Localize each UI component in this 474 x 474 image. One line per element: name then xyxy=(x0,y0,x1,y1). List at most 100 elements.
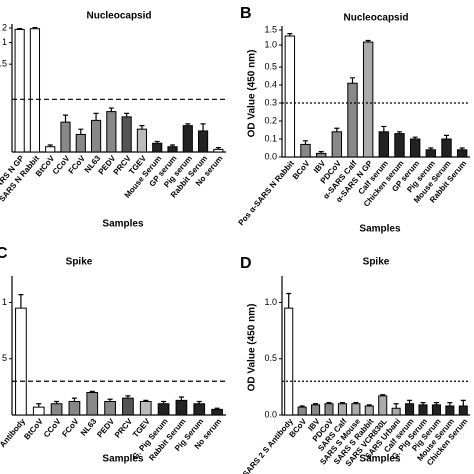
y-tick-label: 0.3 xyxy=(264,97,277,107)
bar xyxy=(32,406,45,416)
error-bar xyxy=(139,125,145,130)
error-bar xyxy=(350,77,355,84)
y-tick-label: 2 xyxy=(2,22,7,32)
bar xyxy=(378,395,388,416)
x-tick-label: Antibody xyxy=(0,416,27,449)
error-bar xyxy=(353,402,359,404)
chart-title: Spike xyxy=(363,257,390,268)
bar xyxy=(418,404,428,416)
bar xyxy=(425,149,437,158)
bar xyxy=(331,131,343,158)
error-bar xyxy=(433,402,439,405)
bar xyxy=(284,307,294,416)
bar xyxy=(197,130,209,153)
chart-title: Nucleocapsid xyxy=(86,11,151,22)
bar xyxy=(167,146,178,153)
bar xyxy=(300,143,311,158)
chart-title: Spike xyxy=(66,257,93,268)
error-bar xyxy=(125,395,131,399)
bar xyxy=(324,403,334,416)
panel-label: B xyxy=(240,5,252,22)
error-bar xyxy=(380,394,386,396)
bar xyxy=(391,407,401,416)
y-tick-label: 0.5 xyxy=(0,59,7,69)
error-bar xyxy=(326,402,332,404)
error-bar xyxy=(313,403,319,405)
x-tick-label: FCoV xyxy=(67,153,88,175)
error-bar xyxy=(47,144,53,147)
y-tick-label: 1 xyxy=(2,37,7,47)
error-bar xyxy=(365,39,371,43)
bar xyxy=(60,121,71,153)
chart-title: Nucleocapsid xyxy=(343,13,408,24)
bar xyxy=(362,41,374,158)
error-bar xyxy=(366,404,372,406)
bar xyxy=(106,111,117,153)
x-tick-label: BtCoV xyxy=(22,416,45,441)
x-tick-label: PEDV xyxy=(95,416,116,439)
bar xyxy=(15,307,27,416)
bar xyxy=(45,146,56,153)
error-bar xyxy=(89,390,95,393)
bar xyxy=(409,138,421,158)
error-bar xyxy=(185,123,191,126)
bar xyxy=(122,397,134,416)
bar xyxy=(152,142,163,153)
bar xyxy=(351,403,361,416)
error-bar xyxy=(78,128,84,135)
x-axis-label: Samples xyxy=(102,454,144,465)
error-bar xyxy=(339,402,345,404)
error-bar xyxy=(460,399,466,406)
y-axis-label: OD Value (450 nm) xyxy=(247,304,258,392)
error-bar xyxy=(444,134,449,140)
error-bar xyxy=(303,140,308,145)
bar xyxy=(86,392,99,416)
y-tick-label: 0.0 xyxy=(264,409,277,419)
x-tick-label: BCoV xyxy=(291,158,312,181)
bar xyxy=(213,148,224,153)
error-bar xyxy=(287,33,293,37)
error-bar xyxy=(161,400,167,404)
bar xyxy=(364,405,374,416)
bar xyxy=(68,401,81,416)
error-bar xyxy=(459,147,465,150)
x-tick-label: Pos α-SARS N Rabbit xyxy=(236,159,296,228)
x-axis-label: Samples xyxy=(359,224,401,235)
y-tick-label: 1 xyxy=(2,297,7,307)
bar xyxy=(29,28,41,153)
y-tick-label: 0.4 xyxy=(264,79,277,89)
error-bar xyxy=(397,131,402,134)
error-bar xyxy=(318,151,324,154)
bar xyxy=(315,152,327,158)
bar xyxy=(175,399,188,416)
error-bar xyxy=(54,400,60,404)
error-bar xyxy=(32,26,38,29)
y-tick-label: 0.1 xyxy=(264,133,277,143)
error-bar xyxy=(108,107,114,112)
y-tick-label: 0.5 xyxy=(264,61,277,71)
bar xyxy=(193,403,206,416)
y-tick-label: 1.0 xyxy=(264,39,277,49)
error-bar xyxy=(428,147,434,150)
bar xyxy=(441,138,452,158)
y-tick-label: 1.5 xyxy=(264,24,277,34)
y-tick-label: 0.0 xyxy=(264,151,277,161)
error-bar xyxy=(393,403,399,409)
error-bar xyxy=(214,407,220,410)
x-tick-label: SARS 2 S Antibody xyxy=(241,416,295,474)
y-tick-label: 1.0 xyxy=(264,297,277,307)
bar xyxy=(139,401,152,416)
error-bar xyxy=(215,147,221,150)
bar xyxy=(104,401,116,416)
bar xyxy=(14,28,25,153)
bar xyxy=(157,403,170,416)
bar xyxy=(431,404,441,416)
error-bar xyxy=(200,123,206,131)
error-bar xyxy=(17,27,23,30)
bar xyxy=(284,35,296,158)
error-bar xyxy=(143,399,149,402)
error-bar xyxy=(407,399,413,404)
bar xyxy=(378,131,390,158)
x-tick-label: PRCV xyxy=(113,416,135,439)
x-axis-label: Samples xyxy=(359,454,401,465)
